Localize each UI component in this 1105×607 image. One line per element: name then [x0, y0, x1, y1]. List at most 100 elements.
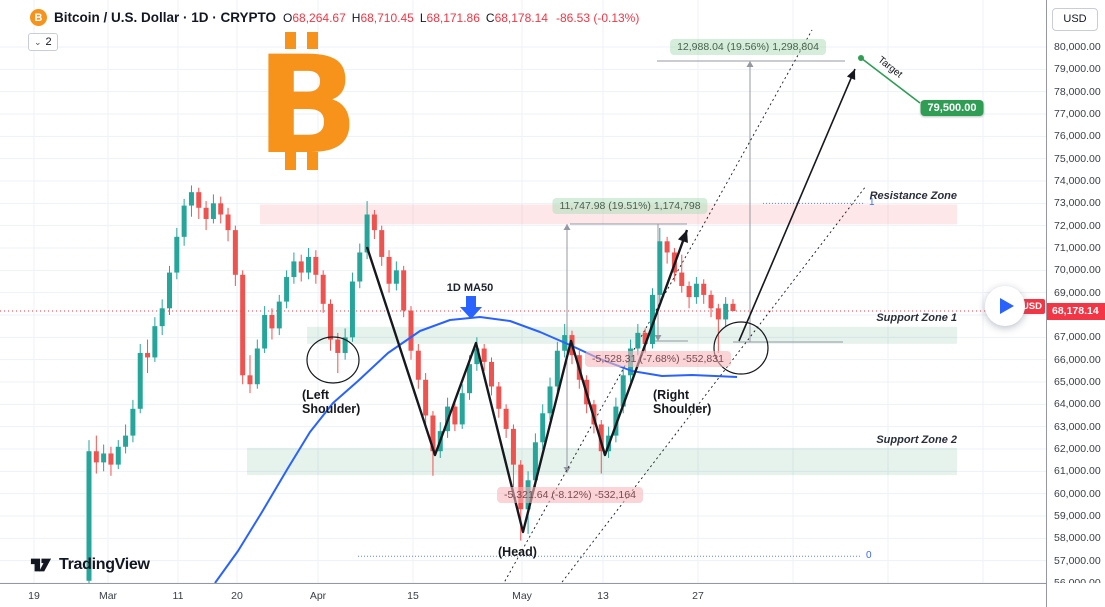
- ohlc-label: L: [419, 10, 427, 25]
- play-button[interactable]: [985, 286, 1025, 326]
- ohlc-label: O: [283, 10, 293, 25]
- price-tick: 78,000.00: [1054, 85, 1101, 98]
- candle: [218, 203, 224, 215]
- candle: [108, 453, 114, 465]
- candle: [393, 270, 399, 284]
- currency-toggle-button[interactable]: USD: [1052, 8, 1098, 31]
- ohlc-value: 68,710.45: [360, 10, 414, 25]
- ohlc-value: 68,178.14: [494, 10, 548, 25]
- zone-band: [307, 326, 957, 344]
- ma50-line: [214, 316, 738, 584]
- candle: [371, 214, 377, 231]
- candle: [459, 393, 465, 425]
- candle: [547, 386, 553, 414]
- tradingview-logo[interactable]: TradingView: [30, 554, 150, 576]
- candle: [313, 256, 319, 275]
- indicator-count: 2: [45, 36, 52, 48]
- ohlc-value: 68,171.86: [426, 10, 480, 25]
- tradingview-brand-text: TradingView: [59, 556, 150, 573]
- candle: [115, 446, 121, 465]
- candle: [254, 348, 260, 385]
- candle: [679, 272, 685, 286]
- candle: [532, 442, 538, 481]
- time-tick: 11: [172, 590, 184, 602]
- price-tick: 75,000.00: [1054, 152, 1101, 165]
- candle: [247, 375, 253, 385]
- candle: [166, 272, 172, 309]
- price-change: -86.53 (-0.13%): [555, 10, 640, 25]
- candle: [298, 261, 304, 273]
- price-tick: 63,000.00: [1054, 420, 1101, 433]
- price-tick: 73,000.00: [1054, 197, 1101, 210]
- candle: [510, 428, 516, 465]
- time-scale[interactable]: 19 Mar 11 20 Apr 15 May 13 27: [0, 583, 1105, 607]
- candle: [203, 207, 209, 219]
- price-tick: 76,000.00: [1054, 130, 1101, 143]
- candle: [276, 301, 282, 329]
- ohlc-label: H: [351, 10, 361, 25]
- candle: [723, 303, 729, 320]
- candle: [225, 214, 231, 231]
- candle: [86, 451, 92, 581]
- zone-band: [260, 204, 957, 225]
- price-tick: 61,000.00: [1054, 465, 1101, 478]
- zone-band: [247, 447, 957, 476]
- candle: [401, 270, 407, 311]
- candle: [730, 303, 736, 312]
- price-tick: 71,000.00: [1054, 242, 1101, 254]
- candle: [686, 285, 692, 298]
- candle: [181, 205, 187, 237]
- candle: [137, 352, 143, 409]
- candle: [232, 230, 238, 275]
- candle: [320, 274, 326, 304]
- time-tick: 15: [407, 590, 419, 602]
- time-tick: 27: [692, 590, 704, 602]
- time-tick: 20: [231, 590, 243, 602]
- candle: [474, 348, 480, 365]
- candle: [408, 310, 414, 351]
- candle: [188, 192, 194, 206]
- candle: [701, 283, 707, 295]
- price-tick: 70,000.00: [1054, 264, 1101, 277]
- tradingview-mark-icon: [30, 558, 52, 572]
- candle: [693, 283, 699, 298]
- candle: [554, 350, 560, 387]
- candle: [145, 352, 151, 358]
- candle: [342, 337, 348, 353]
- candle: [620, 375, 626, 407]
- candle: [423, 379, 429, 416]
- candle: [174, 236, 180, 273]
- indicator-count-button[interactable]: ⌄ 2: [28, 33, 58, 51]
- shoulder-circle: [713, 321, 769, 375]
- time-tick: May: [512, 590, 532, 602]
- ohlc-value: 68,264.67: [292, 10, 346, 25]
- candle: [708, 294, 714, 309]
- price-tick: 69,000.00: [1054, 286, 1101, 299]
- candle: [152, 326, 158, 358]
- candle: [306, 256, 312, 273]
- candle: [327, 303, 333, 340]
- bitcoin-icon: B: [30, 9, 47, 26]
- candle: [93, 451, 99, 463]
- price-tick: 72,000.00: [1054, 219, 1101, 232]
- price-tick: 77,000.00: [1054, 108, 1101, 120]
- candle: [357, 252, 363, 282]
- candle: [379, 230, 385, 257]
- candle: [657, 241, 663, 295]
- price-tick: 66,000.00: [1054, 353, 1101, 366]
- candle: [467, 364, 473, 394]
- candle: [269, 315, 275, 329]
- price-tick: 65,000.00: [1054, 376, 1101, 388]
- candle: [715, 308, 721, 320]
- time-tick: 13: [597, 590, 609, 602]
- price-tick: 64,000.00: [1054, 398, 1101, 411]
- shoulder-circle: [306, 336, 360, 384]
- price-scale[interactable]: USD 80,000.00 79,000.00 78,000.00 77,000.00…: [1046, 0, 1105, 589]
- candle: [262, 315, 268, 349]
- candle: [291, 261, 297, 278]
- candle: [123, 435, 129, 447]
- price-tick: 58,000.00: [1054, 532, 1101, 545]
- symbol-legend[interactable]: B Bitcoin / U.S. Dollar · 1D · CRYPTO O6…: [30, 9, 639, 26]
- candle: [635, 332, 641, 349]
